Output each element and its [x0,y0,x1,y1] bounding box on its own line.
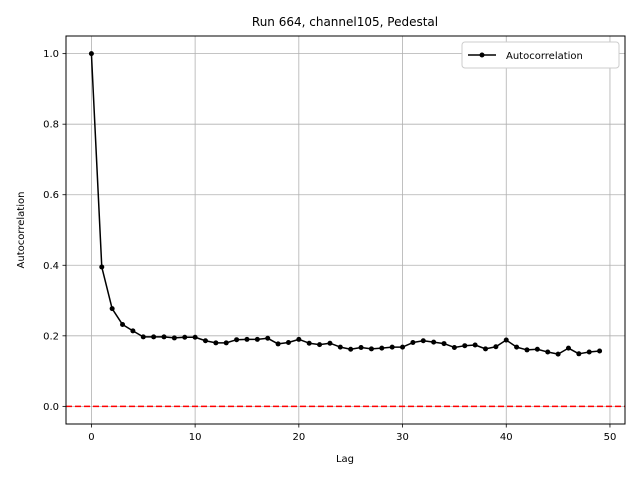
data-point [586,349,592,355]
data-point [472,342,478,348]
chart-title: Run 664, channel105, Pedestal [252,15,438,29]
y-tick-label: 0.0 [43,402,59,413]
data-point [493,344,499,350]
data-point [88,51,94,57]
y-tick-label: 0.8 [43,120,59,131]
data-point [306,340,312,346]
x-tick-label: 0 [88,432,94,443]
data-point [514,344,520,350]
legend-marker-swatch [479,52,485,58]
data-point [140,334,146,340]
y-tick-label: 0.2 [43,331,59,342]
data-point [161,334,167,340]
data-point [234,337,240,343]
data-point [431,339,437,345]
y-axis-title: Autocorrelation [16,192,27,269]
data-point [151,334,157,340]
data-point [348,346,354,352]
data-point [462,343,468,349]
legend-label: Autocorrelation [506,51,583,62]
data-point [555,351,561,357]
data-point [451,344,457,350]
legend: Autocorrelation [461,41,620,69]
y-tick-label: 1.0 [43,49,59,60]
plot-frame [65,35,626,425]
data-point [337,344,343,350]
data-point [223,340,229,346]
data-point [296,336,302,342]
data-point [317,342,323,348]
data-point [327,340,333,346]
data-point [202,338,208,344]
data-point [410,340,416,346]
data-point [545,349,551,355]
data-point [213,340,219,346]
data-point [109,306,115,312]
data-point [534,346,540,352]
data-point [441,341,447,347]
data-point [182,334,188,340]
data-point [565,345,571,351]
data-point [171,335,177,341]
x-tick-label: 20 [292,432,305,443]
data-point [99,264,105,270]
data-point [192,334,198,340]
data-point [285,340,291,346]
x-axis-title: Lag [336,454,354,465]
data-point [379,345,385,351]
data-point [576,351,582,357]
y-tick-label: 0.6 [43,190,59,201]
series-layer [88,51,603,357]
x-tick-label: 40 [500,432,513,443]
x-tick-label: 10 [189,432,202,443]
data-point [368,346,374,352]
data-point [483,346,489,352]
data-point [265,335,271,341]
data-point [503,337,509,343]
data-point [389,344,395,350]
data-point [420,338,426,344]
tick-layer: 0 10 20 30 40 50 0.0 0.2 0.4 0.6 0.8 1.0 [43,49,616,443]
data-point [597,348,603,354]
data-point [358,344,364,350]
x-tick-label: 50 [604,432,617,443]
data-point [120,322,126,328]
data-point [400,344,406,350]
data-point [275,341,281,347]
data-point [524,347,530,353]
data-point [244,336,250,342]
legend-box [461,41,620,69]
data-point [130,328,136,334]
data-point [254,336,260,342]
x-tick-label: 30 [396,432,409,443]
y-tick-label: 0.4 [43,261,59,272]
